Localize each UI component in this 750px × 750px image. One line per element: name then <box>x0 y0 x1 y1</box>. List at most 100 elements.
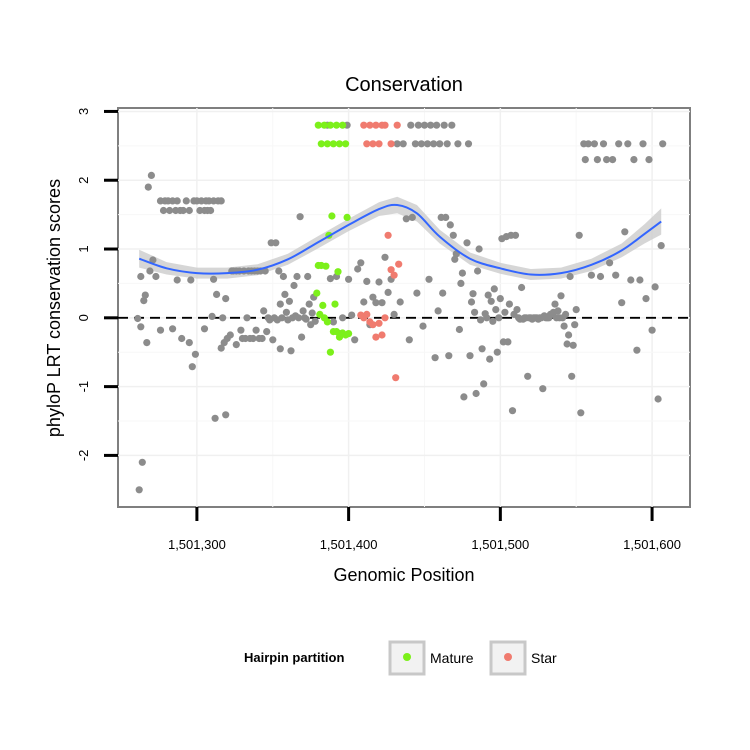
point-other <box>298 333 306 341</box>
legend-dot-mature <box>403 653 411 661</box>
point-other <box>471 308 479 316</box>
point-other <box>134 314 142 323</box>
point-other <box>648 326 656 334</box>
point-other <box>290 281 298 290</box>
point-other <box>562 310 570 318</box>
point-other <box>431 354 439 362</box>
point-other <box>477 316 485 324</box>
point-other <box>360 298 368 306</box>
point-other <box>252 326 260 334</box>
point-other <box>178 334 186 343</box>
point-other <box>651 283 659 291</box>
point-other <box>372 299 380 307</box>
x-tick-label: 1,501,500 <box>471 537 529 552</box>
point-other <box>455 325 463 334</box>
point-other <box>587 271 596 279</box>
point-other <box>487 297 495 305</box>
point-other <box>200 325 209 333</box>
point-other <box>282 308 290 316</box>
point-other <box>480 380 488 388</box>
point-other <box>557 292 565 300</box>
point-mature <box>332 328 341 336</box>
legend-label-star: Star <box>531 650 557 666</box>
point-other <box>472 389 480 398</box>
point-other <box>572 306 580 314</box>
point-other <box>182 197 190 205</box>
point-other <box>451 255 459 263</box>
point-star <box>381 314 389 322</box>
point-other <box>260 307 268 315</box>
point-other <box>185 206 193 215</box>
smooth-curve-layer <box>138 203 662 276</box>
point-other <box>407 121 415 129</box>
point-other <box>396 298 404 306</box>
point-other <box>513 306 521 314</box>
point-other <box>185 339 193 347</box>
point-other <box>599 140 608 148</box>
y-tick-label: 2 <box>76 177 91 184</box>
point-star <box>390 271 398 279</box>
point-other <box>423 140 432 148</box>
point-other <box>143 339 151 347</box>
point-other <box>458 269 466 277</box>
point-other <box>615 140 623 148</box>
point-mature <box>342 140 350 148</box>
point-other <box>571 321 579 329</box>
point-other <box>448 121 456 129</box>
point-other <box>413 289 421 297</box>
point-other <box>222 411 230 419</box>
point-other <box>348 311 356 319</box>
point-other <box>152 272 160 281</box>
point-other <box>633 346 641 354</box>
point-star <box>366 121 374 129</box>
point-other <box>207 206 215 215</box>
point-other <box>351 336 359 344</box>
point-other <box>378 299 386 307</box>
point-other <box>636 276 644 284</box>
point-other <box>474 267 482 275</box>
point-other <box>490 285 498 293</box>
point-other <box>146 267 154 275</box>
point-other <box>493 348 501 356</box>
point-other <box>187 276 195 284</box>
point-other <box>454 140 462 148</box>
point-other <box>138 458 146 466</box>
point-other <box>166 206 174 215</box>
point-mature <box>345 330 353 338</box>
point-other <box>232 341 240 349</box>
point-other <box>137 323 145 331</box>
point-other <box>363 277 371 285</box>
point-other <box>484 291 492 299</box>
y-tick-label: 3 <box>76 108 91 115</box>
chart-title: Conservation <box>345 74 463 96</box>
point-other <box>657 242 665 250</box>
point-other <box>565 331 573 339</box>
point-other <box>449 231 457 239</box>
point-other <box>308 309 316 317</box>
point-star <box>363 140 371 148</box>
point-other <box>281 290 289 298</box>
point-other <box>279 272 287 281</box>
point-other <box>269 336 277 344</box>
point-mature <box>319 301 327 309</box>
point-other <box>354 265 362 273</box>
point-other <box>560 322 568 330</box>
point-other <box>399 140 407 148</box>
point-other <box>375 278 383 286</box>
point-other <box>296 213 304 221</box>
point-other <box>285 297 293 305</box>
point-other <box>469 290 477 298</box>
point-star <box>393 121 401 129</box>
point-other <box>569 341 577 349</box>
point-other <box>369 293 377 301</box>
point-other <box>219 314 227 322</box>
point-other <box>478 345 486 353</box>
point-star <box>387 140 395 148</box>
point-other <box>442 213 450 221</box>
point-other <box>446 221 454 229</box>
point-star <box>375 319 383 327</box>
point-other <box>566 272 574 281</box>
point-other <box>144 183 152 191</box>
point-other <box>568 372 576 380</box>
